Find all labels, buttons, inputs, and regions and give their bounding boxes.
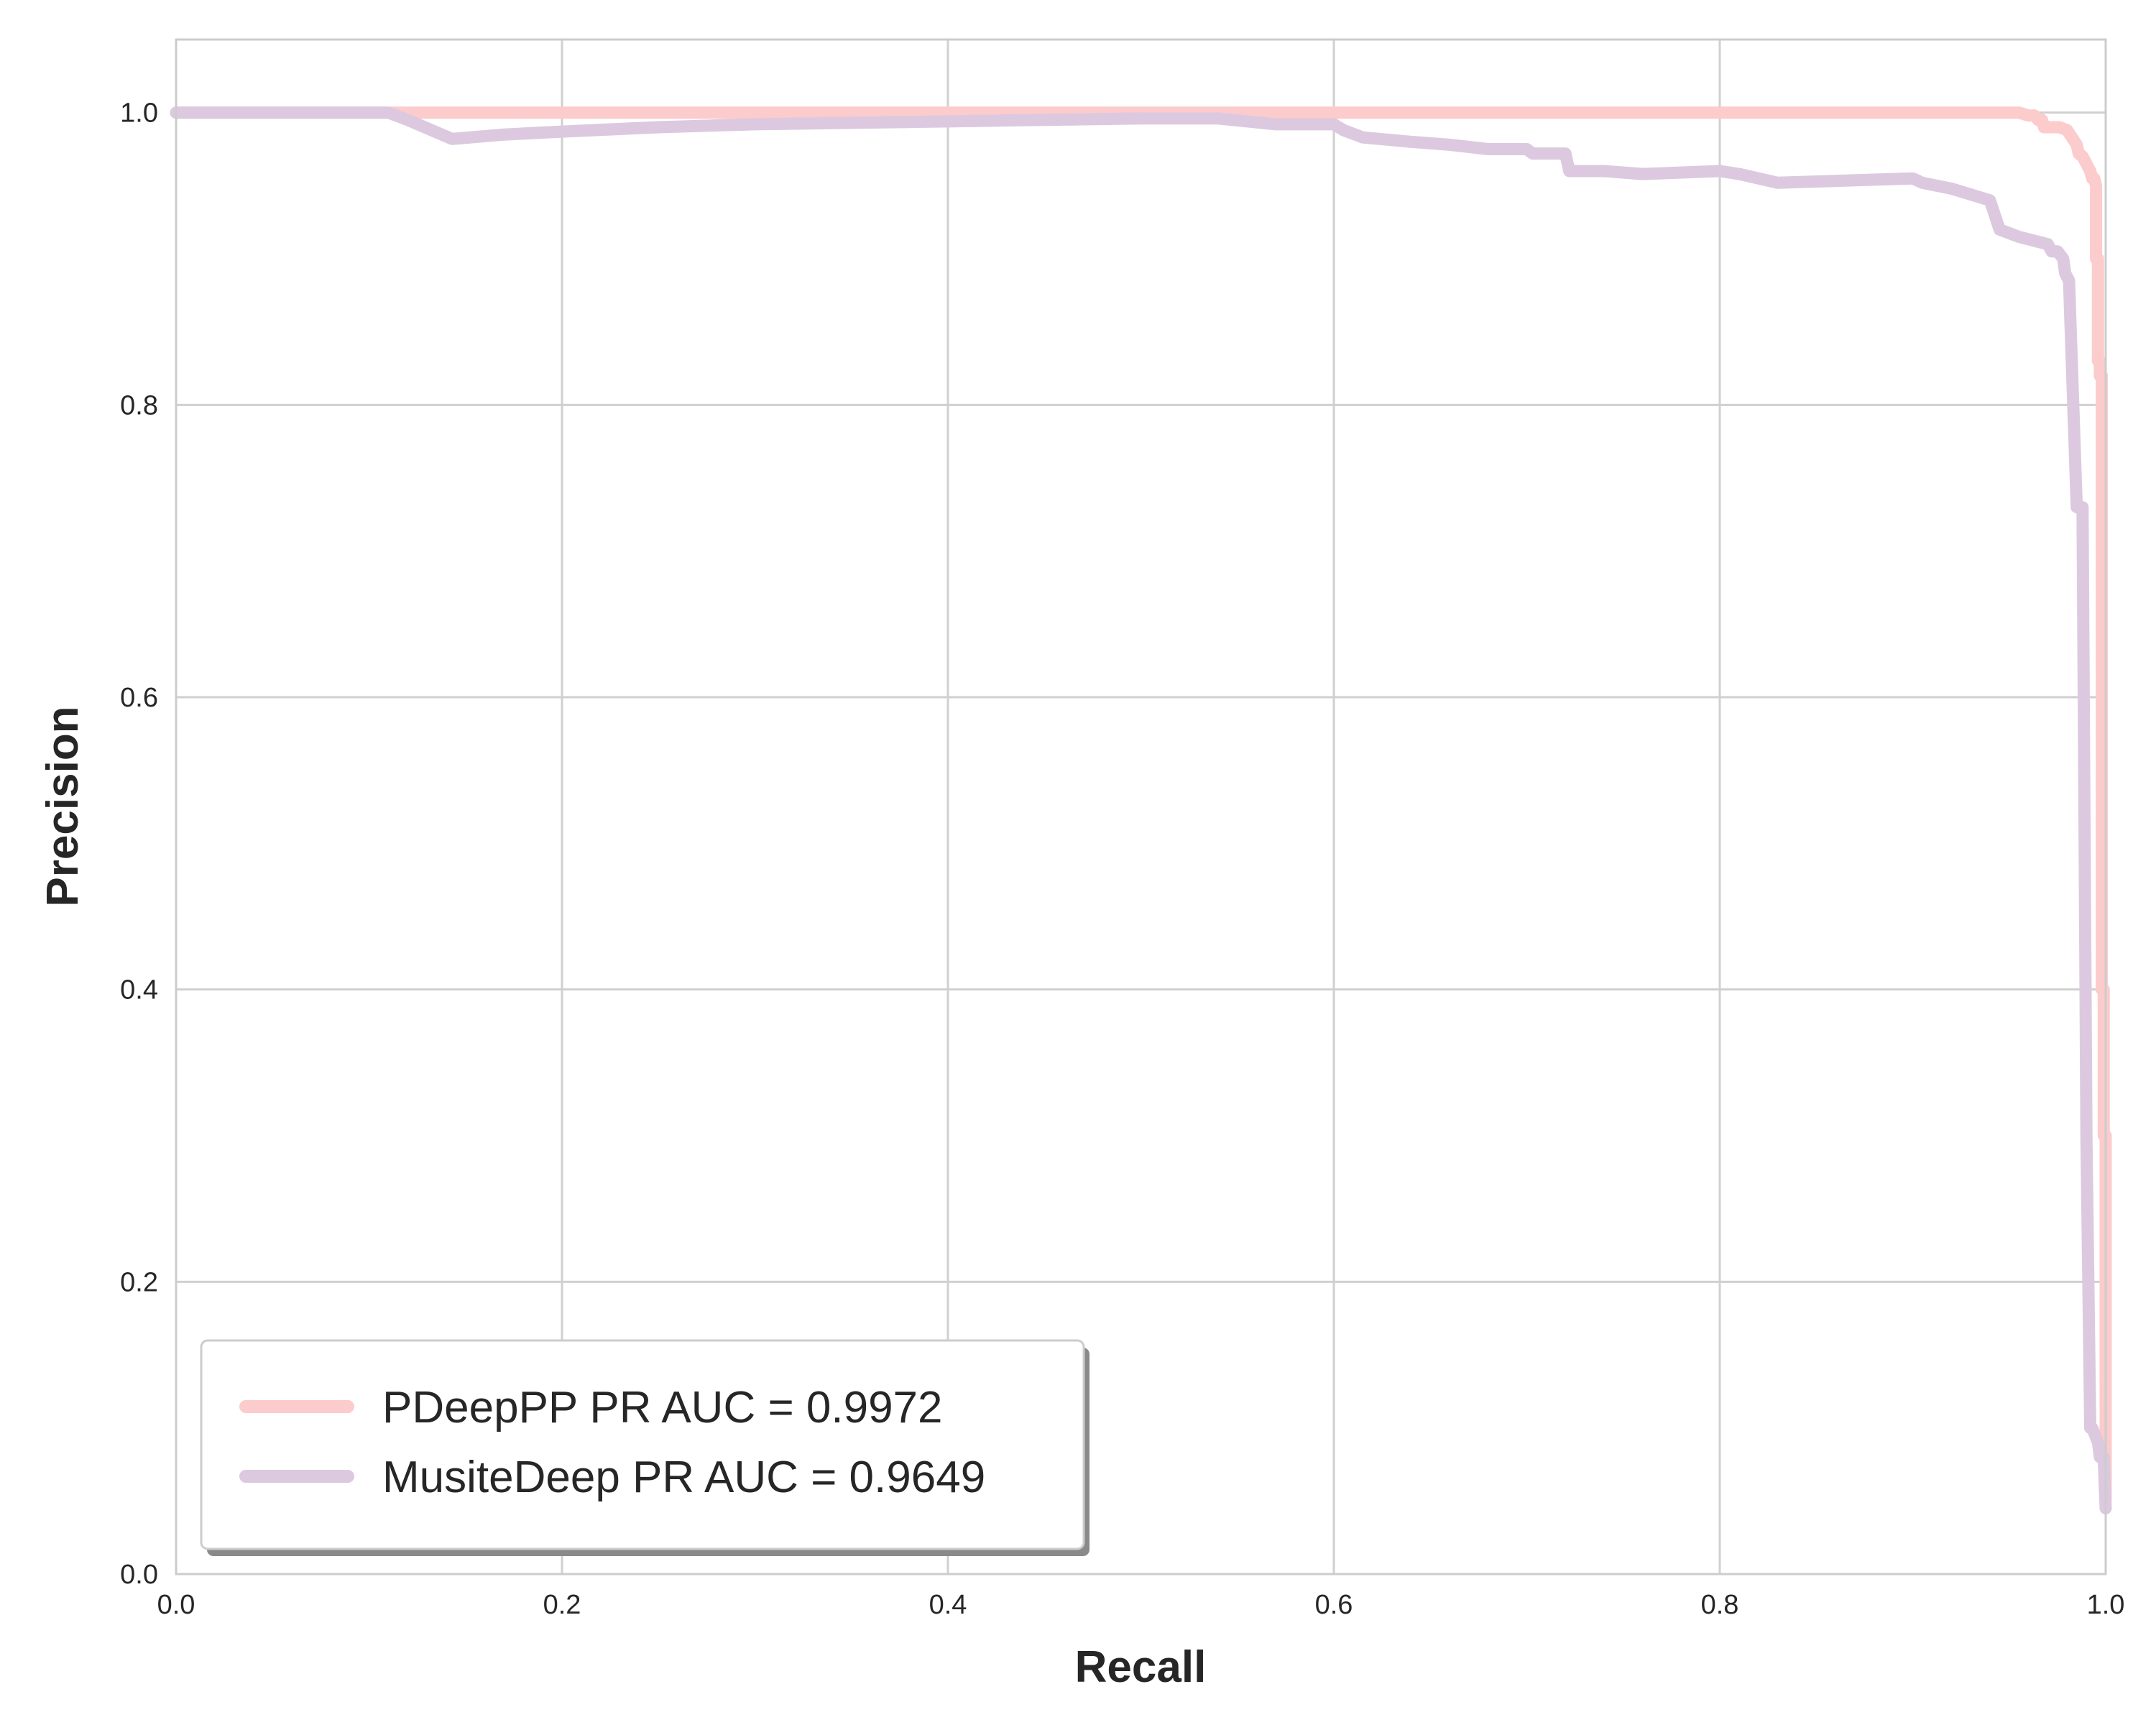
x-tick-label: 0.2: [543, 1590, 581, 1620]
series-lines: [170, 106, 2112, 1514]
tick-labels: 0.0 0.2 0.4 0.6 0.8 1.0 0.0 0.2 0.4 0.6 0.8 1.0: [120, 98, 2124, 1620]
y-tick-label: 1.0: [120, 98, 158, 129]
plot-frame: [175, 38, 2107, 1576]
x-tick-label: 0.6: [1315, 1590, 1353, 1620]
y-tick-label: 0.0: [120, 1560, 158, 1590]
y-tick-label: 0.8: [120, 390, 158, 420]
legend-label-musitedeep: MusiteDeep PR AUC = 0.9649: [382, 1453, 985, 1502]
x-tick-label: 0.4: [929, 1590, 967, 1620]
y-tick-label: 0.4: [120, 975, 158, 1006]
series-line-musitedeep: [170, 106, 2112, 1514]
x-tick-label: 0.0: [157, 1590, 195, 1620]
y-tick-label: 0.6: [120, 683, 158, 713]
x-axis-label: Recall: [1075, 1642, 1207, 1692]
legend: PDeepPP PR AUC = 0.9972 MusiteDeep PR AU…: [200, 1339, 1089, 1556]
series-line-pdeeppp: [170, 106, 2112, 1507]
legend-label-pdeeppp: PDeepPP PR AUC = 0.9972: [382, 1383, 943, 1432]
x-tick-label: 0.8: [1701, 1590, 1739, 1620]
x-tick-label: 1.0: [2087, 1590, 2125, 1620]
y-tick-label: 0.2: [120, 1267, 158, 1297]
plot-area-background: [176, 40, 2106, 1574]
legend-box: [200, 1339, 1085, 1550]
y-axis-label: Precision: [38, 706, 88, 906]
